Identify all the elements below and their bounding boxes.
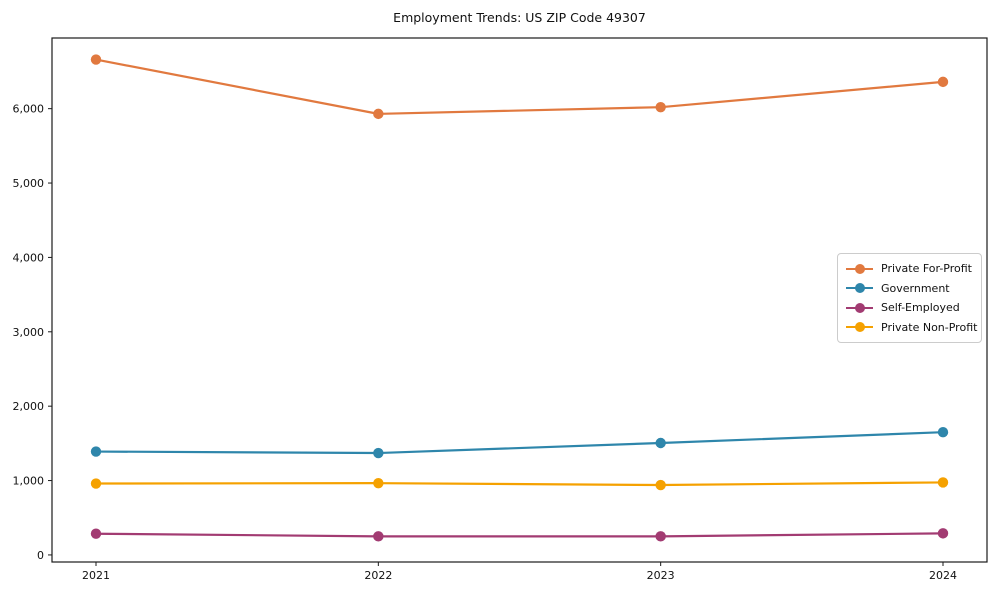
series-line: [95, 532, 944, 538]
y-tick-label: 0: [37, 549, 44, 562]
legend-line-marker-swatch: [846, 283, 873, 294]
data-point: [90, 478, 102, 489]
data-point: [937, 427, 949, 438]
data-point: [90, 54, 102, 65]
legend-item: Private Non-Profit: [846, 318, 977, 337]
legend-line-marker-swatch: [846, 302, 873, 313]
y-tick-label: 3,000: [13, 326, 45, 339]
data-point: [655, 531, 666, 542]
data-point: [90, 528, 102, 539]
x-tick-label: 2022: [364, 569, 392, 582]
legend-item: Self-Employed: [846, 298, 973, 317]
data-point: [373, 531, 384, 542]
data-point: [655, 437, 666, 449]
data-point: [655, 479, 666, 491]
legend-label: Self-Employed: [881, 301, 960, 315]
x-tick-label: 2021: [82, 569, 110, 582]
legend: Private For-Profit Government Self-Emplo…: [837, 253, 982, 343]
legend-label: Private Non-Profit: [881, 320, 978, 334]
series-line: [95, 481, 944, 487]
data-point: [373, 108, 384, 120]
legend-line-marker-swatch: [846, 263, 873, 274]
series-line: [95, 431, 944, 455]
data-point: [373, 447, 384, 459]
data-point: [655, 101, 666, 113]
data-point: [937, 477, 949, 488]
chart-title: Employment Trends: US ZIP Code 49307: [393, 10, 646, 25]
data-point: [90, 446, 102, 457]
x-tick-label: 2023: [647, 569, 675, 582]
y-tick-label: 2,000: [13, 400, 45, 413]
legend-label: Government: [881, 281, 950, 295]
y-tick-label: 6,000: [13, 103, 45, 116]
y-tick-label: 1,000: [13, 475, 45, 488]
legend-line-marker-swatch: [846, 322, 873, 333]
legend-marker-dot-icon: [854, 283, 865, 294]
y-tick-label: 4,000: [13, 251, 45, 264]
axes-spines: [51, 37, 988, 563]
legend-marker-dot-icon: [854, 302, 865, 313]
data-point: [937, 76, 949, 88]
legend-marker-dot-icon: [854, 263, 865, 274]
data-point: [373, 477, 384, 489]
x-tick-label: 2024: [929, 569, 957, 582]
legend-marker-dot-icon: [854, 322, 865, 333]
y-tick-label: 5,000: [13, 177, 45, 190]
data-point: [937, 528, 949, 539]
legend-item: Private For-Profit: [846, 259, 973, 278]
legend-label: Private For-Profit: [881, 262, 972, 276]
legend-item: Government: [846, 279, 973, 298]
series-line: [95, 58, 944, 115]
